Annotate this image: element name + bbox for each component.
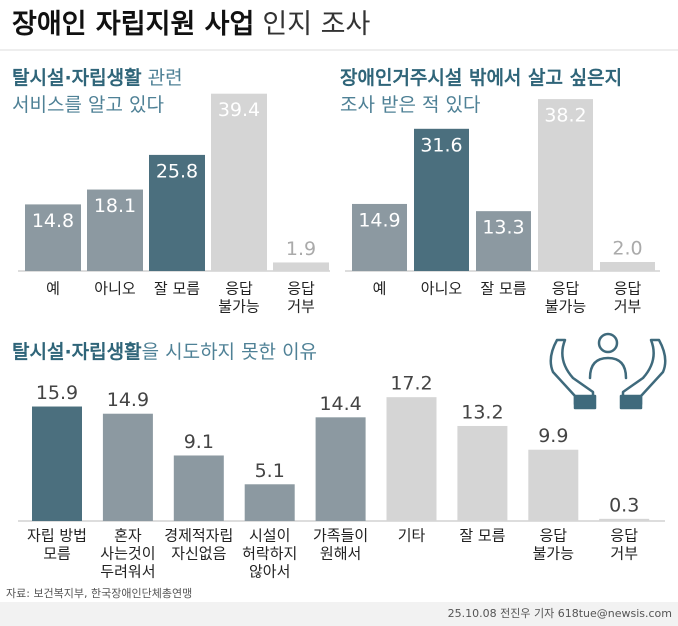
value-label: 17.2 [390,373,432,395]
x-tick-label: 허락하지 [242,545,297,563]
bar [244,484,295,521]
x-tick-label: 불가능 [218,298,260,316]
x-tick-label: 불가능 [533,545,575,563]
chart-subtitle: 조사 받은 적 있다 [340,94,480,116]
x-tick-label: 두려워서 [100,563,155,581]
x-tick-label: 응답 [225,280,253,298]
x-tick-label: 자립 방법 [27,527,87,545]
value-label: 39.4 [218,99,260,121]
value-label: 31.6 [420,134,462,156]
value-label: 5.1 [255,460,285,482]
x-tick-label: 잘 모름 [480,280,526,298]
subtitle-text: 을 시도하지 못한 이유 [142,341,317,363]
bar [414,128,469,271]
bar [538,99,593,271]
chart-subtitle: 탈시설·자립생활 관련 [12,67,183,89]
bar [386,397,437,521]
x-tick-label: 응답 [610,527,638,545]
hands-icon [549,332,667,410]
value-label: 25.8 [156,160,198,182]
value-label: 14.9 [107,389,149,411]
subtitle-bold: 탈시설·자립생활 [12,341,142,363]
value-label: 13.2 [461,401,503,423]
x-tick-label: 가족들이 [313,527,368,545]
bar [173,455,224,521]
bar [211,93,267,271]
footer-band [0,602,678,626]
x-tick-label: 사는것이 [100,545,155,563]
x-tick-label: 응답 [539,527,567,545]
credit: 25.10.08 전진우 기자 618tue@newsis.com [448,607,672,620]
bar [476,211,531,271]
value-label: 14.4 [319,393,361,415]
bar [149,154,205,271]
source: 자료: 보건복지부, 한국장애인단체총연맹 [6,587,192,600]
x-tick-label: 시설이 [249,527,290,545]
bar [528,449,579,521]
chart-subtitle: 서비스를 알고 있다 [12,94,164,116]
x-tick-label: 잘 모름 [154,280,200,298]
bar [352,203,407,271]
bar [273,262,329,271]
value-label: 15.9 [36,382,78,404]
x-tick-label: 원해서 [320,545,361,563]
bar [102,413,153,521]
value-label: 0.3 [609,494,639,516]
x-tick-label: 거부 [610,545,638,563]
chart-subtitle: 장애인거주시설 밖에서 살고 싶은지 [340,67,622,89]
x-tick-label: 않아서 [249,563,290,581]
x-tick-label: 예 [373,280,387,298]
x-tick-label: 기타 [398,527,426,545]
x-tick-label: 응답 [287,280,315,298]
subtitle-text: 관련 [148,67,183,89]
x-tick-label: 잘 모름 [459,527,505,545]
title-light: 인지 조사 [262,9,370,40]
bar [457,425,508,521]
value-label: 14.9 [358,209,400,231]
value-label: 2.0 [612,238,642,260]
page-title: 장애인 자립지원 사업 인지 조사 [12,9,370,40]
value-label: 13.3 [482,217,524,239]
value-label: 1.9 [286,238,316,260]
x-tick-label: 경제적자립 [164,527,233,545]
x-tick-label: 아니오 [94,280,136,298]
x-tick-label: 모름 [43,545,71,563]
x-tick-label: 불가능 [545,298,587,316]
value-label: 9.9 [538,425,568,447]
x-tick-label: 자신없음 [171,545,226,563]
bar [87,189,143,271]
x-tick-label: 아니오 [421,280,463,298]
bar [32,406,82,521]
subtitle-text: 조사 받은 적 있다 [340,94,480,116]
title-bold: 장애인 자립지원 사업 [12,9,254,40]
subtitle-bold: 장애인거주시설 밖에서 살고 싶은지 [340,67,622,89]
bar [599,518,650,521]
x-tick-label: 응답 [614,280,642,298]
value-label: 9.1 [184,431,214,453]
subtitle-text: 서비스를 알고 있다 [12,94,164,116]
bar [315,417,366,521]
x-tick-label: 거부 [614,298,642,316]
bar [25,204,81,271]
value-label: 14.8 [32,210,74,232]
subtitle-bold: 탈시설·자립생활 [12,67,142,89]
bar [600,262,655,271]
x-tick-label: 혼자 [114,527,142,545]
chart-subtitle: 탈시설·자립생활을 시도하지 못한 이유 [12,341,317,363]
x-tick-label: 거부 [287,298,315,316]
x-tick-label: 응답 [552,280,580,298]
value-label: 18.1 [94,195,136,217]
value-label: 38.2 [544,105,586,127]
x-tick-label: 예 [46,280,60,298]
